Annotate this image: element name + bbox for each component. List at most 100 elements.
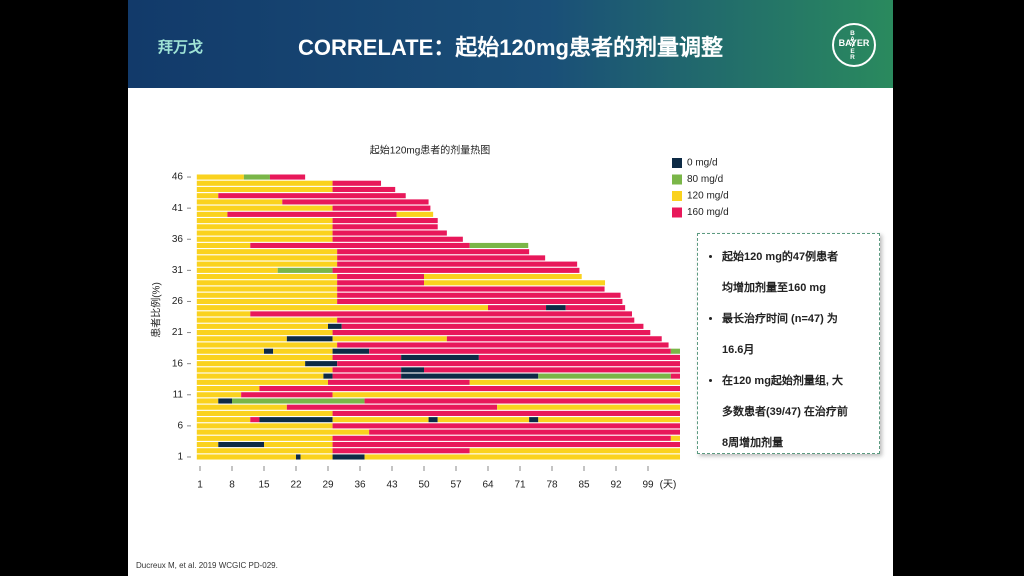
- dose-segment: [538, 373, 671, 379]
- dose-segment: [401, 373, 539, 379]
- dose-segment: [546, 305, 566, 311]
- dose-segment: [196, 224, 333, 230]
- legend-swatch: [672, 174, 682, 185]
- dose-segment: [437, 417, 530, 423]
- dose-segment: [332, 423, 680, 429]
- legend-label: 120 mg/d: [687, 191, 729, 202]
- bullet-line: 起始120 mg的47例患者: [722, 242, 879, 273]
- dose-segment: [286, 404, 498, 410]
- dose-segment: [364, 454, 680, 460]
- dose-segment: [218, 441, 264, 448]
- dose-segment: [323, 373, 333, 379]
- y-tick-label: 46: [172, 172, 184, 183]
- dose-segment: [196, 242, 251, 249]
- dose-segment: [670, 435, 680, 441]
- bayer-logo: BAYER BAYER: [832, 23, 876, 67]
- brand: BAYER: [838, 38, 870, 48]
- y-tick-label: 16: [172, 358, 184, 369]
- dose-segment: [196, 379, 328, 385]
- dose-segment: [196, 193, 219, 199]
- y-tick-label: 26: [172, 296, 184, 307]
- y-tick-label: 21: [172, 327, 184, 338]
- dose-segment: [196, 317, 338, 323]
- x-tick-label: 1: [197, 480, 203, 491]
- dose-segment: [332, 448, 470, 454]
- dose-segment: [196, 410, 333, 416]
- dose-segment: [424, 274, 582, 280]
- dose-segment: [196, 348, 264, 354]
- dose-segment: [196, 274, 338, 280]
- x-tick-label: 22: [290, 480, 302, 491]
- dose-segment: [273, 348, 333, 354]
- dose-segment: [332, 267, 580, 273]
- dose-segment: [196, 441, 219, 448]
- dose-segment: [196, 286, 338, 292]
- dose-segment: [565, 305, 626, 311]
- dose-segment: [332, 236, 463, 242]
- y-tick-label: 41: [172, 203, 184, 214]
- dose-segment: [196, 205, 333, 211]
- x-tick-label: 99: [642, 480, 654, 491]
- dose-segment: [424, 367, 680, 373]
- dose-segment: [332, 330, 651, 336]
- y-tick-label: 6: [177, 421, 183, 432]
- dose-segment: [264, 348, 274, 354]
- header: 拜万戈 CORRELATE：起始120mg患者的剂量调整 BAYER BAYER: [128, 0, 893, 88]
- brand: BAYER: [849, 30, 856, 60]
- dose-segment: [196, 298, 338, 305]
- dose-segment: [196, 454, 296, 460]
- dose-segment: [250, 311, 632, 317]
- dose-segment: [196, 230, 333, 236]
- x-unit: (天): [660, 480, 677, 491]
- dose-segment: [529, 417, 539, 423]
- dose-segment: [332, 348, 370, 354]
- dose-segment: [196, 261, 338, 267]
- dose-segment: [337, 361, 680, 367]
- bullet-line: 8周增加剂量: [722, 437, 784, 449]
- dose-segment: [196, 429, 370, 435]
- legend-swatch: [672, 158, 682, 168]
- dose-segment: [243, 174, 270, 180]
- dose-segment: [332, 417, 429, 423]
- dose-segment: [332, 373, 402, 379]
- dose-segment: [196, 218, 333, 224]
- dose-segment: [196, 367, 333, 373]
- dose-segment: [196, 174, 244, 180]
- dose-segment: [337, 261, 578, 267]
- logo: 拜万戈: [158, 39, 204, 56]
- dose-segment: [332, 218, 438, 224]
- dose-segment: [488, 305, 547, 311]
- dose-segment: [332, 224, 438, 230]
- slide: 拜万戈 CORRELATE：起始120mg患者的剂量调整 BAYER BAYER …: [128, 0, 893, 576]
- dose-segment: [332, 441, 680, 448]
- dose-segment: [332, 392, 680, 398]
- chart: 起始120mg患者的剂量热图患者比例(%)1611162126313641461…: [150, 144, 729, 491]
- y-axis-label: 患者比例(%): [150, 282, 163, 338]
- dose-segment: [227, 211, 397, 217]
- x-tick-label: 50: [418, 480, 430, 491]
- dose-segment: [196, 435, 333, 441]
- dose-segment: [196, 267, 278, 273]
- x-tick-label: 29: [322, 480, 334, 491]
- x-tick-label: 64: [482, 480, 494, 491]
- x-tick-label: 71: [514, 480, 526, 491]
- x-tick-label: 78: [546, 480, 558, 491]
- dose-segment: [196, 305, 489, 311]
- y-tick-label: 36: [172, 234, 184, 245]
- dose-segment: [196, 373, 324, 379]
- dose-segment: [469, 379, 680, 385]
- dose-segment: [250, 242, 470, 249]
- dose-segment: [469, 448, 680, 454]
- dose-segment: [328, 323, 342, 329]
- y-tick-label: 1: [177, 452, 183, 463]
- dose-segment: [196, 336, 287, 342]
- dose-segment: [332, 180, 382, 186]
- dose-segment: [277, 267, 333, 273]
- legend-swatch: [672, 191, 682, 201]
- x-tick-label: 43: [386, 480, 398, 491]
- dose-segment: [269, 174, 306, 180]
- bullet-line: 16.6月: [722, 344, 755, 356]
